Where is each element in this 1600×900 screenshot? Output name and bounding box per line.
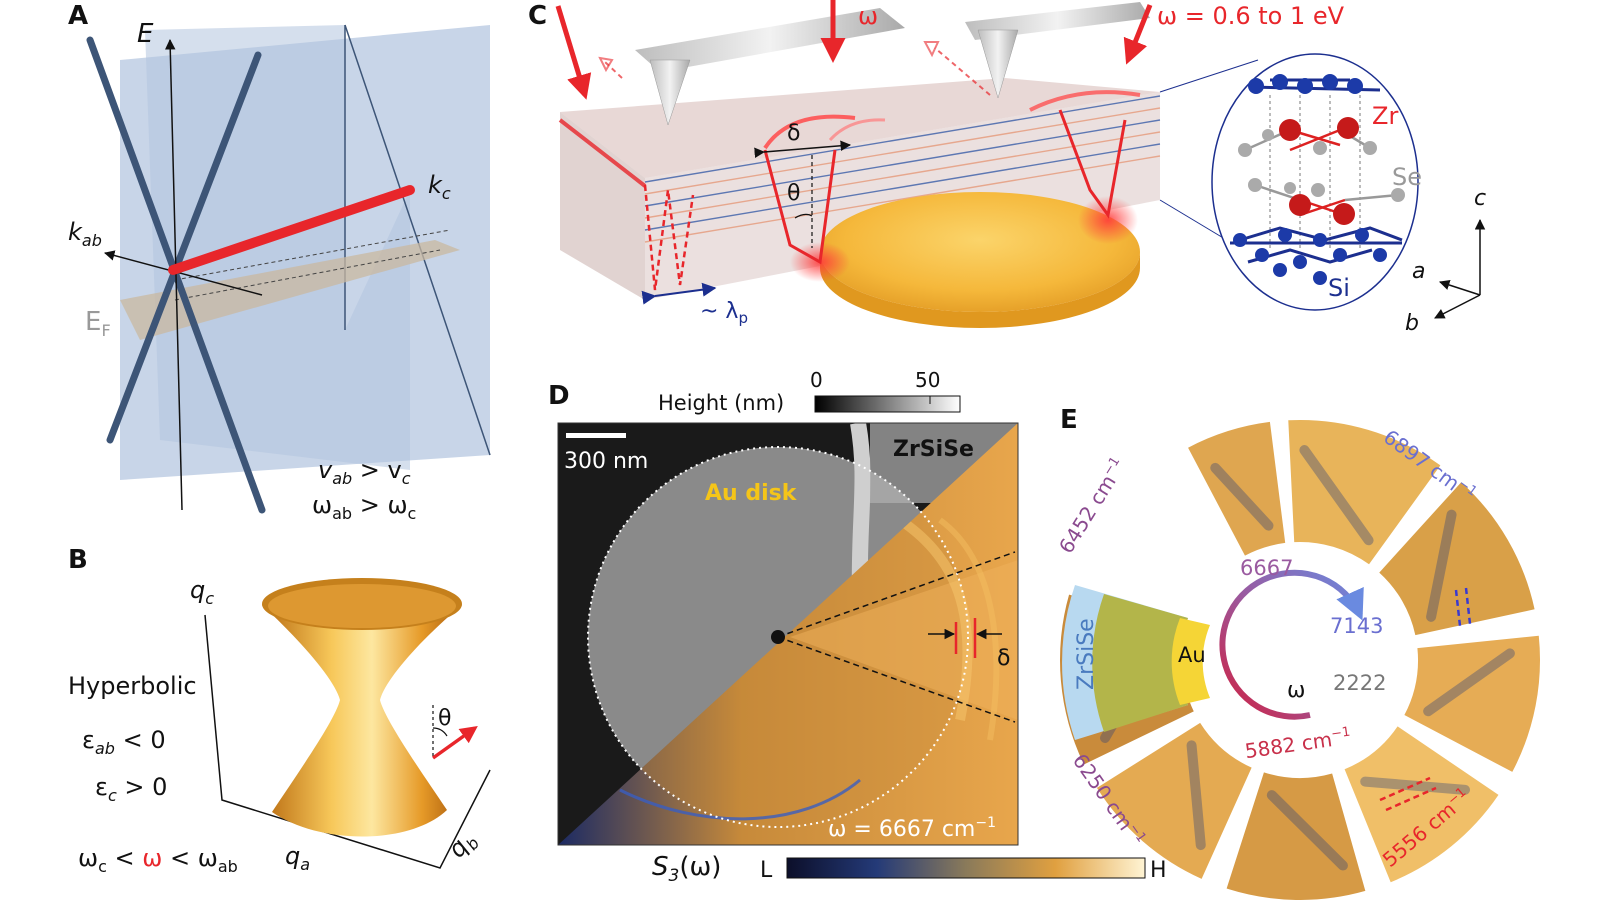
wheel-sector: [1096, 722, 1252, 879]
kc-line: [171, 185, 412, 275]
dispersion-plane-front: [145, 25, 410, 470]
b-theta: θ: [438, 706, 451, 731]
panel-e: E ZrSiSe Au 6667 7143 2222 ω 5882 cm−1 6…: [1054, 405, 1540, 900]
atom-zr-label: Zr: [1372, 102, 1398, 130]
wheel-sector-shade: [1186, 740, 1206, 851]
kab-axis: [103, 250, 263, 296]
scale-bar-label: 300 nm: [564, 449, 648, 474]
panel-c: C δ θ: [528, 0, 1486, 336]
inner-start: 6667: [1240, 556, 1293, 580]
inner-angle: 2222: [1333, 671, 1386, 695]
au-disk-label: Au disk: [705, 481, 798, 506]
wheel-sector-shade: [1360, 776, 1471, 795]
height-min: 0: [810, 368, 823, 392]
fermi-plane: [120, 240, 460, 340]
panel-letter-b: B: [68, 545, 88, 575]
panel-letter-a: A: [68, 1, 88, 31]
kab-label: kab: [68, 218, 102, 250]
cone-line-2: [106, 51, 262, 444]
wheel-sector: [1379, 482, 1535, 636]
panel-b: B qc qa qb θ Hyperbolic εab < 0 εc > 0 ω…: [68, 545, 491, 876]
gold-disk: [820, 192, 1140, 312]
au-label: Au: [1178, 643, 1206, 667]
axis-c-label: c: [1474, 186, 1486, 211]
frequency-relation: ωab > ωc: [312, 491, 416, 523]
wheel-sector: [1404, 635, 1540, 772]
panel-a: A E kab kc EF vab > vc ωab > ωc: [68, 1, 491, 523]
axis-e-label: E: [137, 19, 154, 49]
c-omega: ω: [858, 2, 878, 30]
au-sector: [1171, 618, 1210, 705]
wheel-sector: [1226, 772, 1366, 900]
lambda-label: ~ λp: [700, 299, 748, 327]
panel-letter-d: D: [548, 381, 570, 411]
panel-letter-e: E: [1060, 405, 1078, 435]
afm-tip-left: [635, 8, 905, 72]
c-delta: δ: [787, 121, 800, 146]
s3-colorbar: [786, 857, 1146, 879]
wheel-sector: [1344, 726, 1499, 883]
panel-d: D Height (nm) 0 50 300 nm ZrSiSe: [548, 368, 1167, 886]
inner-end: 7143: [1330, 614, 1383, 638]
d-delta: δ: [997, 646, 1010, 671]
panel-letter-c: C: [528, 1, 547, 31]
incoming-beam-3: [1123, 4, 1153, 65]
crystal-structure: [1211, 53, 1419, 311]
s3-label: S3(ω): [652, 852, 721, 886]
height-colorbar: [814, 395, 961, 413]
c-theta: θ: [787, 181, 800, 206]
e-axis: [164, 38, 183, 511]
frequency-arc: [1219, 569, 1364, 720]
omega-label: ω = 6667 cm−1: [828, 815, 996, 842]
inner-omega: ω: [1287, 678, 1305, 703]
wheel-sector-shade: [1423, 648, 1515, 717]
wheel-sector-shade: [1266, 790, 1348, 871]
incoming-beam-1: [555, 5, 592, 100]
ef-label: EF: [85, 307, 111, 340]
qb-label: qb: [442, 825, 483, 865]
axis-a-label: a: [1412, 259, 1425, 284]
hyperbolic-title: Hyperbolic: [68, 672, 197, 700]
zrsise-slab-front: [560, 112, 645, 300]
kc-label: kc: [428, 171, 451, 203]
zrsise-slab-top: [560, 78, 1160, 178]
wheel-sector-shade: [1210, 462, 1274, 531]
wheel-sector-shade: [1426, 509, 1457, 622]
qa-label: qa: [285, 842, 310, 874]
omega-range: ω = 0.6 to 1 eV: [1157, 2, 1345, 30]
zrsise-label: ZrSiSe: [1074, 618, 1099, 690]
height-max: 50: [915, 368, 940, 392]
qc-label: qc: [190, 576, 214, 608]
eps-c: εc > 0: [95, 773, 167, 805]
height-label: Height (nm): [658, 391, 784, 415]
axis-b-label: b: [1405, 311, 1419, 336]
velocity-relation: vab > vc: [318, 456, 411, 488]
cbar-high: H: [1150, 858, 1167, 883]
cbar-low: L: [760, 858, 773, 883]
atom-si-label: Si: [1328, 274, 1350, 302]
frequency-condition: ωc < ω < ωab: [78, 844, 238, 876]
eps-ab: εab < 0: [82, 726, 166, 758]
hyperboloid-surface: [262, 578, 462, 837]
wavenumber-6452: 6452 cm−1: [1054, 454, 1131, 557]
material-label: ZrSiSe: [893, 437, 974, 462]
wheel-sector-shade: [1299, 445, 1374, 546]
wheel-sector: [1288, 420, 1441, 565]
group-velocity-arrow: [431, 725, 478, 760]
wheel-sector: [1188, 421, 1286, 556]
atom-se-label: Se: [1392, 163, 1422, 191]
